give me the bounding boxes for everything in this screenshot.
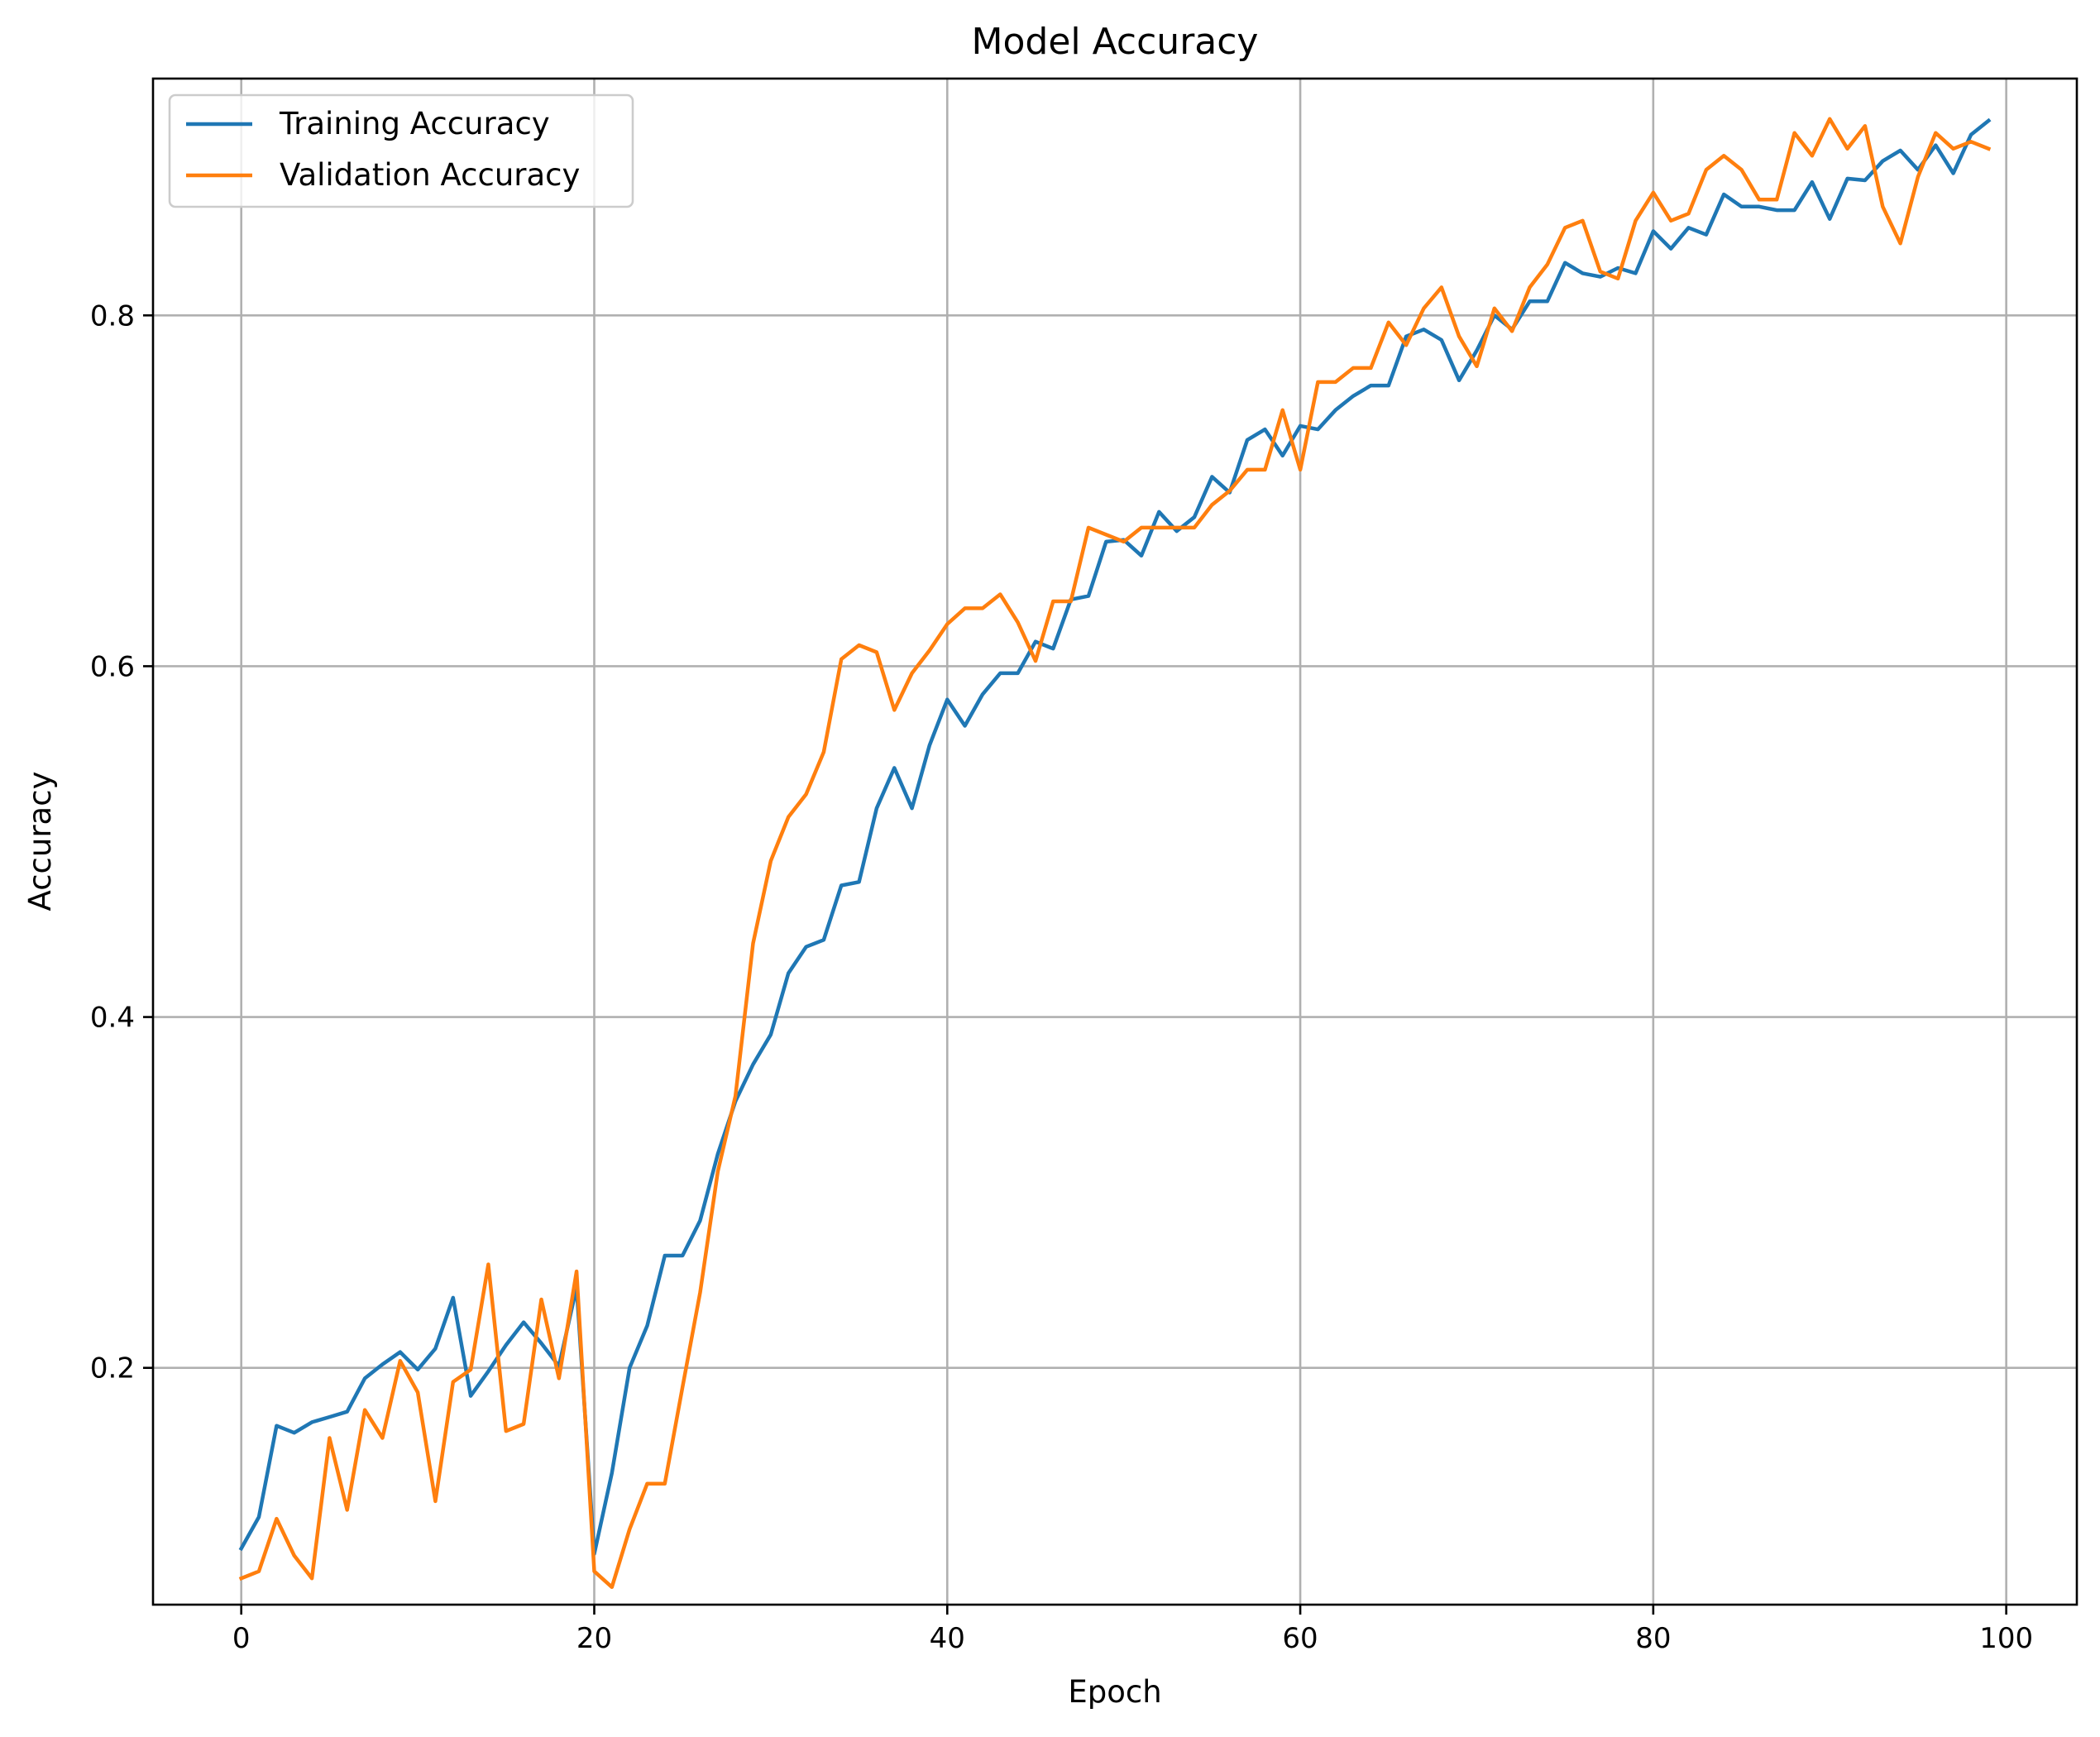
- legend-label-training: Training Accuracy: [279, 106, 550, 141]
- y-tick-label: 0.6: [90, 650, 135, 683]
- tick-layer: 0 20 40 60 80 100 0.2 0.4 0.6 0.8: [90, 299, 2033, 1655]
- plot-frame: [151, 77, 2078, 1606]
- x-tick-label: 100: [1979, 1622, 2033, 1655]
- x-tick-label: 0: [232, 1622, 251, 1655]
- y-tick-label: 0.2: [90, 1352, 135, 1385]
- x-axis-label: Epoch: [1068, 1674, 1161, 1710]
- chart-title: Model Accuracy: [972, 21, 1259, 63]
- y-tick-label: 0.4: [90, 1002, 135, 1035]
- x-tick-label: 60: [1282, 1622, 1318, 1655]
- x-tick-label: 80: [1635, 1622, 1671, 1655]
- series-layer: [238, 117, 1992, 1590]
- legend-box: [168, 93, 634, 208]
- validation-accuracy-line: [238, 117, 1992, 1590]
- legend-label-validation: Validation Accuracy: [280, 157, 580, 193]
- legend: Training Accuracy Validation Accuracy: [168, 93, 634, 208]
- y-tick-label: 0.8: [90, 299, 135, 333]
- x-tick-label: 20: [576, 1622, 612, 1655]
- grid-layer: [153, 79, 2077, 1605]
- x-tick-label: 40: [930, 1622, 965, 1655]
- y-axis-label: Accuracy: [22, 772, 58, 912]
- training-accuracy-line: [238, 117, 1992, 1556]
